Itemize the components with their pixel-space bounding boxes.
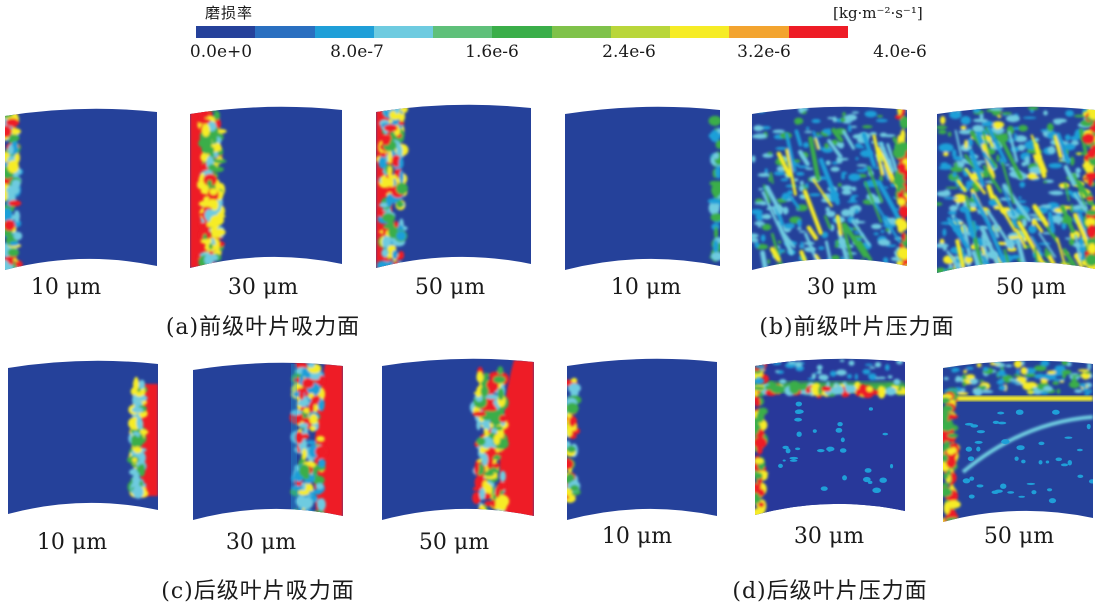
particle-size-label: 30 μm — [806, 275, 878, 300]
blade-panel — [755, 358, 905, 515]
particle-size-label: 10 μm — [610, 275, 682, 300]
particle-size-label: 30 μm — [793, 524, 865, 549]
particle-size-label: 50 μm — [995, 275, 1067, 300]
blade-panel — [943, 360, 1093, 522]
particle-size-label: 10 μm — [601, 524, 673, 549]
colorbar-tick: 3.2e-6 — [737, 42, 791, 62]
colorbar-segment — [196, 26, 256, 38]
colorbar — [196, 26, 848, 38]
colorbar-unit: [kg·m⁻²·s⁻¹] — [833, 4, 923, 22]
caption-b: (b)前级叶片压力面 — [759, 315, 955, 340]
blade-panel — [376, 104, 531, 268]
colorbar-segment — [373, 26, 434, 38]
particle-size-label: 50 μm — [983, 524, 1055, 549]
particle-size-label: 30 μm — [225, 530, 297, 555]
colorbar-segment — [433, 26, 493, 38]
colorbar-segment — [551, 26, 611, 38]
blade-panel — [190, 106, 342, 268]
caption-d: (d)后级叶片压力面 — [732, 579, 928, 604]
particle-size-label: 30 μm — [227, 275, 299, 300]
blade-panel — [382, 358, 534, 520]
blade-panel — [5, 108, 157, 270]
colorbar-title: 磨损率 — [205, 4, 254, 22]
blade-panel — [567, 358, 717, 520]
blade-panel — [565, 106, 720, 270]
blade-panel — [193, 362, 343, 520]
colorbar-tick: 2.4e-6 — [602, 42, 656, 62]
colorbar-segment — [670, 26, 730, 38]
colorbar-segment — [255, 26, 315, 38]
colorbar-segment — [788, 26, 848, 38]
particle-size-label: 10 μm — [36, 530, 108, 555]
caption-a: (a)前级叶片吸力面 — [165, 315, 361, 340]
particle-size-label: 50 μm — [418, 530, 490, 555]
colorbar-segment — [492, 26, 552, 38]
colorbar-segment — [610, 26, 671, 38]
colorbar-segment — [729, 26, 789, 38]
blade-panel — [752, 106, 907, 270]
colorbar-tick: 4.0e-6 — [873, 42, 927, 62]
colorbar-tick: 0.0e+0 — [189, 42, 253, 62]
colorbar-tick: 8.0e-7 — [330, 42, 384, 62]
blade-panel — [8, 360, 158, 514]
particle-size-label: 10 μm — [30, 275, 102, 300]
particle-size-label: 50 μm — [414, 275, 486, 300]
colorbar-segment — [314, 26, 374, 38]
colorbar-tick: 1.6e-6 — [465, 42, 519, 62]
caption-c: (c)后级叶片吸力面 — [161, 579, 355, 604]
